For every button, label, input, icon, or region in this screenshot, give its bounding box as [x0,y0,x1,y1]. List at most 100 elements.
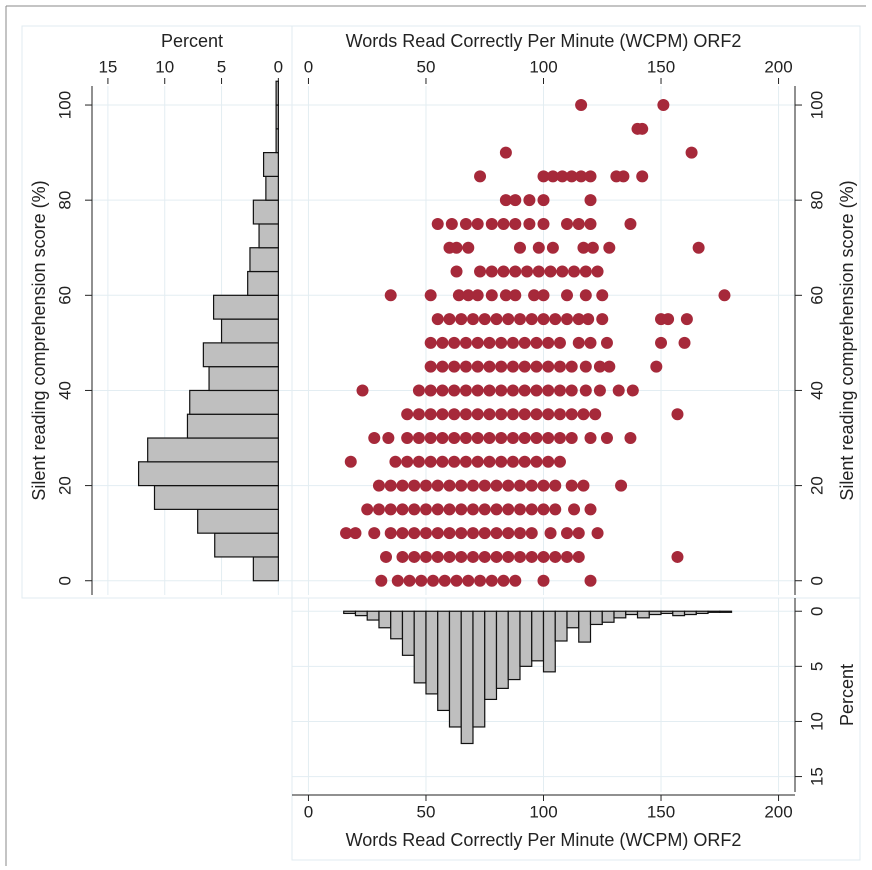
scatter-point [396,550,409,563]
histogram-bar [448,610,462,728]
scatter-point [497,217,510,230]
scatter-point [572,217,585,230]
x-tick-label: 150 [647,57,675,76]
scatter-point [568,503,581,516]
scatter-point [401,408,414,421]
scatter-point [478,550,491,563]
scatter-point [553,360,566,373]
scatter-point [561,217,574,230]
scatter-point [344,455,357,468]
scatter-point [474,574,487,587]
y-tick-label: 80 [807,191,826,210]
scatter-point [506,384,519,397]
scatter-point [513,550,526,563]
y-tick-label: 0 [807,576,826,585]
scatter-point [466,503,479,516]
scatter-point [455,313,468,326]
histogram-bar [275,128,279,154]
y-axis-title: Silent reading comprehension score (%) [29,180,49,500]
scatter-point [448,384,461,397]
histogram-bar [378,610,392,629]
scatter-point [384,479,397,492]
scatter-point [586,241,599,254]
scatter-point [419,479,432,492]
scatter-point [561,289,574,302]
scatter-point [384,503,397,516]
scatter-point [565,360,578,373]
scatter-point [518,455,531,468]
scatter-point [424,289,437,302]
scatter-point [523,217,536,230]
scatter-point [692,241,705,254]
scatter-point [483,455,496,468]
histogram-bar [275,104,279,130]
scatter-point [431,313,444,326]
histogram-bar [343,610,357,615]
scatter-point [537,503,550,516]
scatter-point [483,432,496,445]
scatter-point [523,194,536,207]
scatter-point [509,194,522,207]
scatter-point [483,360,496,373]
scatter-point [546,241,559,254]
scatter-point [502,479,515,492]
scatter-point [443,527,456,540]
x-tick-label: 0 [304,802,313,821]
scatter-point [593,384,606,397]
scatter-point [537,550,550,563]
scatter-point [544,527,557,540]
scatter-point [509,217,522,230]
histogram-bar [208,366,279,392]
y-tick-label: 5 [807,662,826,671]
scatter-point [412,384,425,397]
scatter-point [450,241,463,254]
scatter-point [518,336,531,349]
scatter-point [572,527,585,540]
scatter-point [436,432,449,445]
scatter-point [478,479,491,492]
scatter-point [368,527,381,540]
scatter-point [462,241,475,254]
scatter-point [513,479,526,492]
scatter-point [530,432,543,445]
scatter-point [553,455,566,468]
scatter-point [579,360,592,373]
scatter-point [448,455,461,468]
scatter-point [542,384,555,397]
scatter-point [502,503,515,516]
scatter-point [436,408,449,421]
scatter-point [525,550,538,563]
histogram-bar [707,610,721,613]
scatter-point [542,408,555,421]
histogram-bar [147,437,279,463]
scatter-point [530,360,543,373]
scatter-point [525,503,538,516]
scatter-point [565,432,578,445]
scatter-point [412,408,425,421]
scatter-point [561,550,574,563]
scatter-point [408,503,421,516]
scatter-point [490,313,503,326]
scatter-point [448,360,461,373]
scatter-point [678,336,691,349]
x-tick-label: 200 [764,802,792,821]
scatter-point [361,503,374,516]
scatter-point [372,503,385,516]
scatter-point [445,217,458,230]
y-axis-title: Percent [837,664,857,726]
scatter-point [537,313,550,326]
histogram-bar [660,610,674,615]
scatter-point [624,432,637,445]
scatter-point [455,479,468,492]
scatter-point [549,479,562,492]
histogram-bar [601,610,615,623]
histogram-bar [589,610,603,626]
y-tick-label: 60 [55,286,74,305]
scatter-point [462,289,475,302]
scatter-point [518,408,531,421]
scatter-point [499,146,512,159]
histogram-bar [220,318,279,344]
y-tick-label: 20 [807,476,826,495]
scatter-point [431,217,444,230]
